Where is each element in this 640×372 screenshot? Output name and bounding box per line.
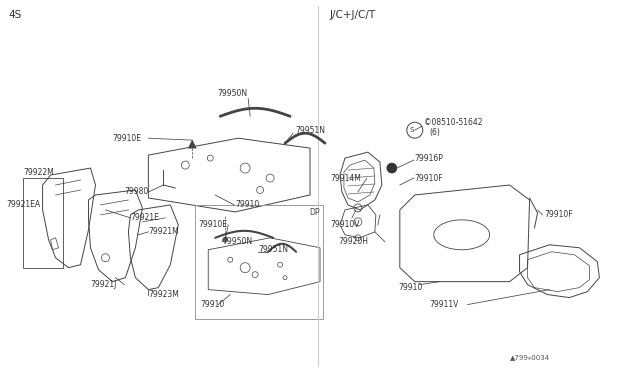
Text: 79911V: 79911V bbox=[430, 300, 459, 309]
Text: 79914M: 79914M bbox=[330, 173, 361, 183]
Bar bbox=[195, 205, 323, 320]
Bar bbox=[22, 178, 63, 268]
Text: 79951N: 79951N bbox=[295, 126, 325, 135]
Text: 79980: 79980 bbox=[124, 187, 148, 196]
Text: 79910: 79910 bbox=[200, 300, 225, 309]
Text: 79920H: 79920H bbox=[338, 237, 368, 246]
Text: 79910: 79910 bbox=[398, 283, 422, 292]
Text: 79922M: 79922M bbox=[24, 167, 54, 177]
Text: 79910: 79910 bbox=[235, 201, 259, 209]
Polygon shape bbox=[188, 140, 196, 148]
Text: 79910E: 79910E bbox=[198, 220, 227, 230]
Text: S: S bbox=[410, 127, 414, 133]
Text: 79910F: 79910F bbox=[415, 173, 444, 183]
Text: 79910V: 79910V bbox=[330, 220, 360, 230]
Text: DP: DP bbox=[310, 208, 320, 217]
Text: 79921EA: 79921EA bbox=[6, 201, 41, 209]
Text: 79921M: 79921M bbox=[148, 227, 179, 236]
Text: 79910F: 79910F bbox=[545, 211, 573, 219]
Text: 79921E: 79921E bbox=[131, 214, 159, 222]
Text: 79951N: 79951N bbox=[258, 245, 288, 254]
Circle shape bbox=[387, 163, 397, 173]
Text: 79923M: 79923M bbox=[148, 290, 179, 299]
Text: (6): (6) bbox=[430, 128, 440, 137]
Text: ▲799⁎0034: ▲799⁎0034 bbox=[509, 355, 550, 360]
Text: ©08510-51642: ©08510-51642 bbox=[424, 118, 483, 127]
Text: 79921J: 79921J bbox=[90, 280, 117, 289]
Text: 79910E: 79910E bbox=[113, 134, 141, 143]
Text: 79916P: 79916P bbox=[415, 154, 444, 163]
Text: 79950N: 79950N bbox=[222, 237, 252, 246]
Text: J/C+J/C/T: J/C+J/C/T bbox=[330, 10, 376, 20]
Text: 79950N: 79950N bbox=[217, 89, 247, 98]
Text: 4S: 4S bbox=[9, 10, 22, 20]
Circle shape bbox=[223, 237, 228, 242]
